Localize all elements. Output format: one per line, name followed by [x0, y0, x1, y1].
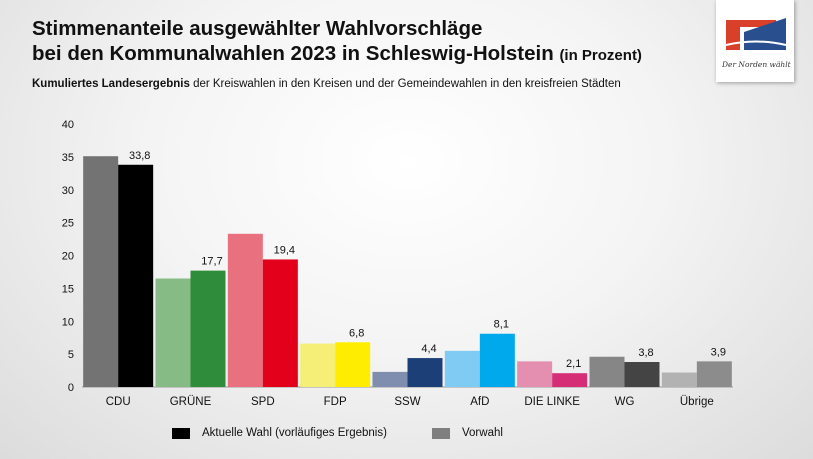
logo-tagline: Der Norden wählt: [722, 60, 791, 69]
legend-current-label: Aktuelle Wahl (vorläufiges Ergebnis): [202, 427, 387, 439]
y-tick-label: 35: [62, 152, 74, 164]
y-tick-label: 10: [62, 316, 74, 328]
logo-mark-icon: [725, 18, 787, 50]
bar-previous: [372, 371, 408, 387]
bar-current: [190, 270, 226, 387]
bar-current: [407, 358, 443, 387]
bar-previous: [444, 350, 480, 387]
data-label: 3,8: [638, 347, 653, 359]
y-tick-label: 20: [62, 251, 74, 263]
title-unit: (in Prozent): [559, 47, 642, 64]
subtitle-bold: Kumuliertes Landesergebnis: [32, 78, 190, 90]
legend-previous-label: Vorwahl: [462, 427, 503, 439]
data-label: 8,1: [494, 319, 509, 331]
y-tick-label: 25: [62, 218, 74, 230]
legend-current-swatch: [172, 427, 190, 439]
bar-previous: [589, 356, 625, 387]
bar-previous: [155, 278, 191, 387]
bar-current: [118, 164, 154, 387]
y-tick-label: 15: [62, 283, 74, 295]
x-tick-label: GRÜNE: [170, 396, 212, 408]
logo: Der Norden wählt: [716, 0, 794, 82]
legend-previous-swatch: [432, 427, 450, 439]
data-label: 33,8: [129, 150, 150, 162]
x-tick-label: WG: [615, 396, 635, 408]
chart-subtitle: Kumuliertes Landesergebnis der Kreiswahl…: [32, 78, 621, 90]
title-line-1: Stimmenanteile ausgewählter Wahlvorschlä…: [32, 17, 483, 40]
y-tick-label: 0: [68, 382, 74, 394]
data-label: 6,8: [349, 327, 364, 339]
bar-previous: [661, 372, 697, 387]
x-tick-label: SSW: [394, 396, 420, 408]
bar-current: [696, 361, 732, 387]
x-tick-label: Übrige: [680, 396, 714, 408]
bar-current: [552, 373, 588, 387]
data-label: 2,1: [566, 358, 581, 370]
data-label: 17,7: [201, 256, 222, 268]
bar-current: [624, 362, 660, 387]
x-tick-label: CDU: [106, 396, 131, 408]
y-tick-label: 30: [62, 185, 74, 197]
bar-current: [335, 342, 371, 387]
legend-previous: Vorwahl: [432, 427, 503, 439]
x-tick-label: FDP: [324, 396, 347, 408]
data-label: 19,4: [274, 244, 295, 256]
bar-previous: [300, 343, 336, 387]
y-tick-label: 5: [68, 349, 74, 361]
bar-previous: [227, 233, 263, 387]
bar-current: [262, 259, 298, 387]
bar-previous: [517, 361, 553, 387]
x-tick-label: DIE LINKE: [524, 396, 580, 408]
logo-wave: [725, 40, 787, 46]
legend-current: Aktuelle Wahl (vorläufiges Ergebnis): [172, 427, 387, 439]
chart-title: Stimmenanteile ausgewählter Wahlvorschlä…: [32, 16, 642, 68]
x-tick-label: SPD: [251, 396, 275, 408]
bar-previous: [83, 156, 119, 387]
data-label: 3,9: [711, 346, 726, 358]
title-line-2: bei den Kommunalwahlen 2023 in Schleswig…: [32, 42, 554, 65]
y-tick-label: 40: [62, 119, 74, 131]
bar-current: [479, 333, 515, 387]
data-label: 4,4: [421, 343, 436, 355]
subtitle-rest: der Kreiswahlen in den Kreisen und der G…: [193, 78, 621, 90]
x-tick-label: AfD: [470, 396, 489, 408]
